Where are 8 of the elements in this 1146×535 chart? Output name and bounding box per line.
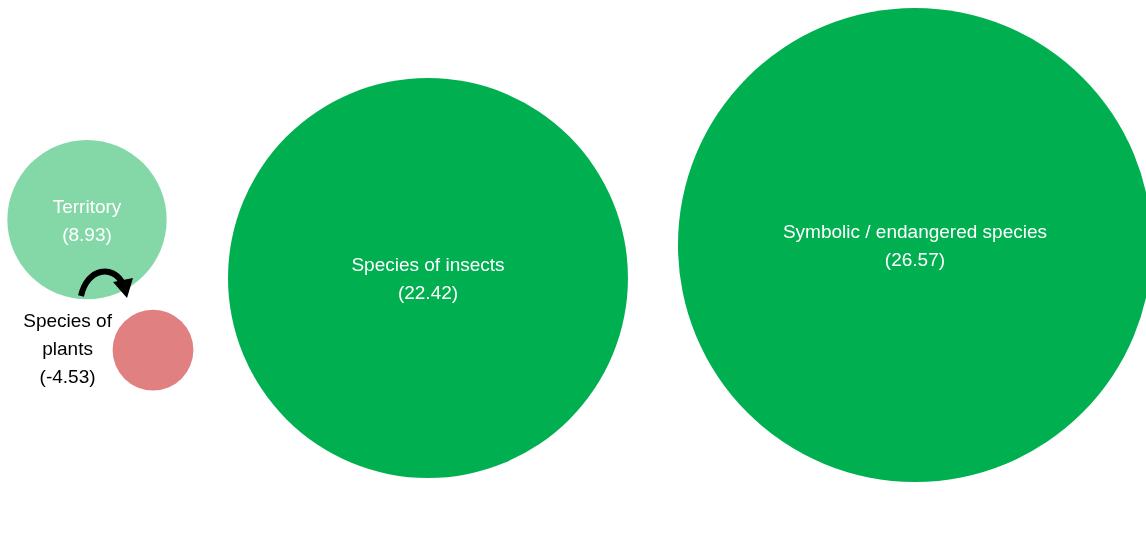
category-label: Species of insects: [351, 254, 505, 276]
data-label: (22.42): [397, 282, 459, 304]
category-label: Symbolic / endangered species: [782, 221, 1047, 243]
category-label: Species of plants: [23, 310, 113, 360]
data-label: (-4.53): [39, 366, 96, 388]
data-label: (26.57): [884, 249, 946, 271]
category-label: Territory: [52, 195, 122, 217]
data-label: (8.93): [62, 223, 112, 245]
